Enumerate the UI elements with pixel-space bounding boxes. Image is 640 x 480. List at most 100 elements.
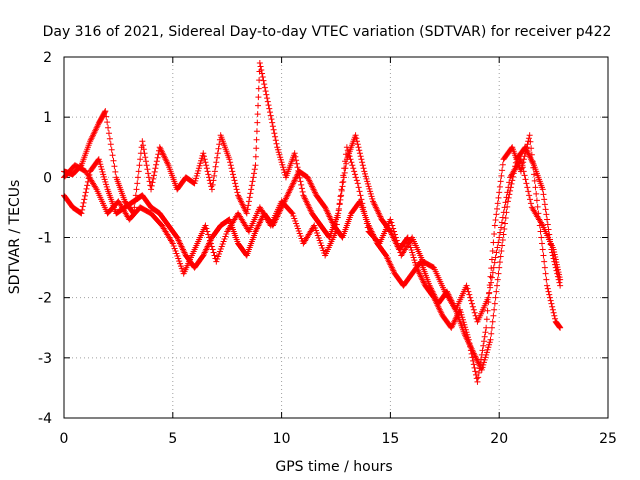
data-point bbox=[227, 159, 234, 166]
data-point bbox=[169, 240, 176, 247]
data-point bbox=[208, 183, 215, 190]
data-point bbox=[175, 255, 182, 262]
data-point bbox=[347, 156, 354, 163]
data-point bbox=[556, 271, 563, 278]
data-point bbox=[529, 158, 536, 165]
data-point bbox=[471, 364, 478, 371]
data-point bbox=[459, 314, 466, 321]
data-point bbox=[497, 178, 504, 185]
data-point bbox=[469, 303, 476, 310]
data-point bbox=[367, 190, 374, 197]
data-point bbox=[247, 190, 254, 197]
data-point bbox=[295, 167, 302, 174]
data-point bbox=[103, 113, 110, 120]
data-point bbox=[223, 230, 230, 237]
data-point bbox=[533, 190, 540, 197]
data-point bbox=[361, 208, 368, 215]
data-point bbox=[469, 300, 475, 307]
data-point bbox=[155, 151, 162, 158]
data-point bbox=[488, 274, 495, 281]
data-point bbox=[201, 156, 208, 163]
data-point bbox=[523, 144, 530, 151]
data-point bbox=[108, 146, 115, 153]
data-point bbox=[357, 192, 364, 199]
data-point bbox=[532, 184, 539, 191]
data-point bbox=[495, 239, 502, 246]
data-point bbox=[554, 266, 561, 273]
data-point bbox=[502, 214, 509, 221]
data-point bbox=[361, 168, 368, 175]
data-point bbox=[500, 231, 507, 238]
data-point bbox=[315, 235, 322, 242]
data-point bbox=[522, 150, 529, 157]
data-point bbox=[501, 225, 508, 232]
data-point bbox=[149, 179, 156, 186]
data-point bbox=[249, 178, 256, 185]
data-point bbox=[545, 288, 552, 295]
data-point bbox=[265, 102, 272, 109]
data-point bbox=[496, 264, 503, 271]
y-tick-label: 0 bbox=[43, 170, 52, 186]
data-point bbox=[82, 189, 89, 196]
data-point bbox=[193, 172, 200, 179]
data-point bbox=[407, 244, 414, 251]
data-point bbox=[79, 203, 86, 210]
data-point bbox=[543, 211, 550, 218]
data-point bbox=[271, 130, 278, 137]
data-point bbox=[412, 262, 419, 269]
data-point bbox=[81, 196, 88, 203]
data-point bbox=[549, 303, 556, 310]
data-point bbox=[487, 284, 494, 291]
data-point bbox=[352, 174, 359, 181]
data-point bbox=[273, 140, 280, 147]
data-point bbox=[460, 319, 467, 326]
data-point bbox=[243, 210, 250, 217]
tick-labels: 0 5 10 15 20 25 -4 -3 -2 -1 0 1 2 bbox=[38, 50, 617, 447]
data-point bbox=[359, 200, 366, 207]
data-point bbox=[337, 193, 344, 200]
data-point bbox=[410, 254, 417, 261]
data-point bbox=[430, 293, 437, 300]
data-point bbox=[352, 132, 359, 139]
data-point bbox=[369, 195, 376, 202]
data-point bbox=[466, 291, 473, 298]
data-point bbox=[538, 234, 545, 241]
data-point bbox=[269, 119, 276, 126]
data-point bbox=[193, 175, 200, 182]
data-point bbox=[363, 220, 370, 227]
data-point bbox=[268, 116, 275, 123]
data-point bbox=[288, 209, 295, 216]
data-point bbox=[252, 153, 259, 160]
data-point bbox=[209, 246, 216, 253]
data-point bbox=[393, 237, 400, 244]
y-tick-label: -1 bbox=[38, 231, 52, 247]
data-point bbox=[351, 168, 358, 175]
data-point bbox=[97, 163, 104, 170]
data-point bbox=[274, 146, 281, 153]
data-point bbox=[335, 207, 342, 214]
data-point bbox=[499, 214, 506, 221]
data-point bbox=[520, 168, 527, 175]
data-point bbox=[551, 312, 558, 319]
data-point bbox=[491, 230, 498, 237]
data-point bbox=[257, 63, 264, 70]
data-point bbox=[275, 149, 282, 156]
data-point bbox=[354, 141, 361, 148]
data-point bbox=[391, 231, 398, 238]
data-point bbox=[350, 165, 357, 172]
data-point bbox=[289, 210, 296, 217]
data-point bbox=[504, 203, 511, 210]
data-point bbox=[103, 181, 110, 188]
data-point bbox=[368, 193, 375, 200]
data-point bbox=[348, 159, 355, 166]
data-point bbox=[481, 356, 488, 363]
data-point bbox=[253, 128, 260, 135]
data-point bbox=[409, 252, 416, 259]
data-point bbox=[174, 253, 181, 260]
data-point bbox=[539, 186, 546, 193]
data-point bbox=[540, 191, 547, 198]
data-point bbox=[497, 229, 504, 236]
data-point bbox=[296, 230, 303, 237]
data-point bbox=[525, 135, 532, 142]
y-tick-label: -2 bbox=[38, 291, 52, 307]
